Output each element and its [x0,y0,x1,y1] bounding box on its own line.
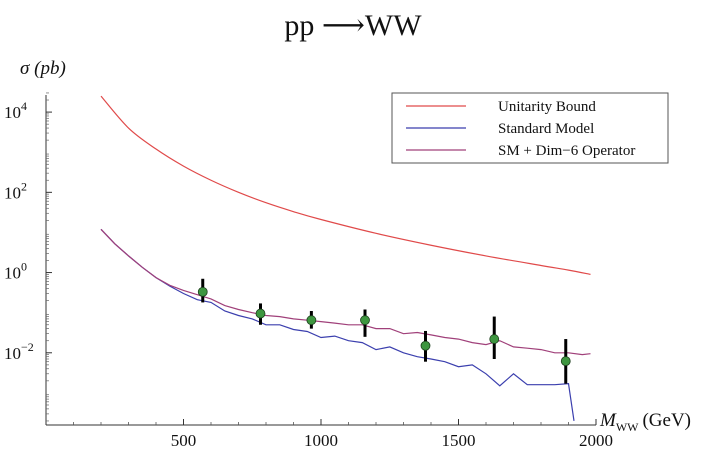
legend-frame [391,92,669,164]
series-line-unitarity-bound [100,95,591,275]
x-tick-label-1500: 1500 [442,431,476,450]
y-axis-label-text: σ (pb) [20,58,66,79]
legend-label-1: Unitarity Bound [498,99,596,115]
series-line-sm-dim-6-operator [100,228,591,356]
y-tick-label--2: 10−2 [4,340,34,363]
data-point-2 [255,308,266,319]
y-tick-label-0: 100 [4,260,27,283]
data-point-4 [360,315,370,326]
x-tick-label-1000: 1000 [304,431,338,450]
x-axis-label-subscript: WW [616,420,639,434]
data-point-6 [489,334,500,344]
data-point-7 [560,356,571,367]
x-axis-label-symbol: M [599,410,617,431]
x-axis-label-unit: (GeV) [642,410,691,431]
y-axis-label: σ (pb) [20,58,66,79]
y-tick-label-4: 104 [4,99,27,122]
legend: Unitarity Bound Standard Model SM + Dim−6 … [391,92,669,164]
legend-label-2: Standard Model [498,121,594,137]
data-point-5 [420,340,431,351]
data-point-3 [306,315,317,326]
legend-label-3: SM + Dim−6 Operator [498,143,635,159]
x-tick-label-2000: 2000 [579,431,613,450]
x-axis-label: MWW (GeV) [599,410,691,434]
series-line-standard-model [100,228,575,421]
y-tick-label-2: 102 [4,179,27,202]
x-tick-label-500: 500 [171,431,197,450]
chart-title: pp ⟶WW [284,9,422,42]
data-point-1 [197,286,208,297]
